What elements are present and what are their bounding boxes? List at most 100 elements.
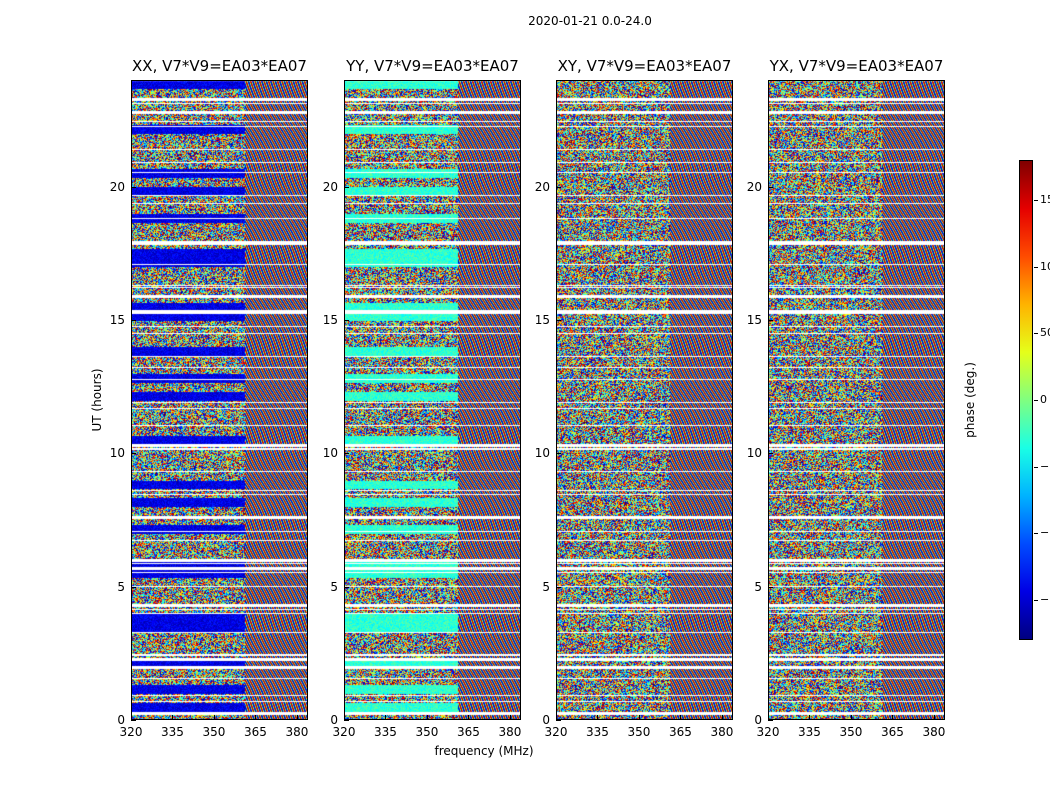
y-tick-mark xyxy=(131,186,136,188)
x-tick-mark xyxy=(721,715,723,720)
x-tick-label: 380 xyxy=(922,725,946,739)
x-tick-label: 365 xyxy=(244,725,267,739)
panel-yx-heatmap xyxy=(768,80,945,720)
x-tick-label: 365 xyxy=(457,725,480,739)
y-tick-mark xyxy=(344,320,349,321)
y-tick-label: 20 xyxy=(109,179,125,194)
x-tick-label: 320 xyxy=(756,725,780,739)
x-tick-label: 380 xyxy=(498,725,522,739)
plot-frame xyxy=(556,80,733,720)
y-tick-mark xyxy=(556,453,561,455)
phase-heatmap-yy xyxy=(344,80,521,720)
x-tick-label: 335 xyxy=(798,725,821,739)
y-tick-mark xyxy=(344,186,349,188)
y-tick-mark xyxy=(344,720,349,721)
phase-heatmap-xy xyxy=(556,80,733,720)
x-tick-mark xyxy=(213,715,215,720)
colorbar-tick-mark xyxy=(1034,333,1038,335)
x-tick-mark xyxy=(597,715,599,720)
y-tick-mark xyxy=(556,586,561,588)
x-tick-label: 350 xyxy=(839,725,863,739)
x-tick-label: 365 xyxy=(881,725,904,739)
y-tick-label: 10 xyxy=(322,446,338,461)
y-tick-label: 0 xyxy=(117,713,125,727)
y-axis-label: UT (hours) xyxy=(90,368,104,432)
y-tick-mark xyxy=(556,320,561,321)
y-tick-label: 10 xyxy=(109,446,125,461)
y-tick-mark xyxy=(344,453,349,455)
colorbar-tick-label: −50 xyxy=(1040,459,1050,473)
x-tick-mark xyxy=(385,715,387,720)
x-tick-mark xyxy=(468,715,470,720)
y-tick-label: 15 xyxy=(109,313,125,327)
y-tick-label: 10 xyxy=(534,446,550,461)
x-tick-label: 320 xyxy=(544,725,568,739)
x-tick-mark xyxy=(933,715,935,720)
x-tick-label: 365 xyxy=(669,725,692,739)
y-tick-mark xyxy=(131,586,136,588)
x-tick-label: 350 xyxy=(415,725,439,739)
x-tick-label: 335 xyxy=(374,725,397,739)
y-tick-mark xyxy=(556,720,561,721)
x-tick-label: 335 xyxy=(161,725,184,739)
panel-title-yx: YX, V7*V9=EA03*EA07 xyxy=(769,57,944,75)
x-tick-mark xyxy=(344,715,345,720)
panel-title-xy: XY, V7*V9=EA03*EA07 xyxy=(557,57,732,75)
x-tick-mark xyxy=(296,715,298,720)
x-tick-label: 335 xyxy=(586,725,609,739)
x-tick-mark xyxy=(892,715,894,720)
colorbar-tick-label: 50 xyxy=(1040,326,1050,340)
y-tick-label: 5 xyxy=(330,579,338,594)
colorbar-tick-mark xyxy=(1034,200,1038,201)
y-tick-label: 5 xyxy=(542,579,550,594)
y-tick-mark xyxy=(768,720,773,721)
y-tick-label: 5 xyxy=(754,579,762,594)
y-tick-mark xyxy=(768,186,773,188)
y-tick-mark xyxy=(556,186,561,188)
x-tick-mark xyxy=(426,715,428,720)
y-tick-label: 15 xyxy=(322,313,338,327)
colorbar-tick-label: −100 xyxy=(1040,526,1050,540)
colorbar-tick-mark xyxy=(1034,400,1038,401)
colorbar-tick-mark xyxy=(1034,266,1038,268)
panel-yy-heatmap xyxy=(344,80,521,720)
y-tick-mark xyxy=(131,453,136,455)
colorbar xyxy=(1019,160,1033,640)
x-tick-label: 320 xyxy=(332,725,356,739)
y-tick-mark xyxy=(768,320,773,321)
x-tick-mark xyxy=(556,715,557,720)
y-tick-label: 20 xyxy=(534,179,550,194)
figure-title: 2020-01-21 0.0-24.0 xyxy=(528,14,652,28)
x-tick-mark xyxy=(850,715,852,720)
y-tick-label: 10 xyxy=(746,446,762,461)
panel-title-xx: XX, V7*V9=EA03*EA07 xyxy=(132,57,307,75)
x-tick-mark xyxy=(768,715,769,720)
colorbar-tick-label: −150 xyxy=(1040,593,1050,606)
colorbar-tick-label: 150 xyxy=(1040,193,1050,206)
x-tick-label: 380 xyxy=(710,725,734,739)
y-tick-label: 5 xyxy=(117,579,125,594)
panel-xx-heatmap xyxy=(131,80,308,720)
plot-frame xyxy=(768,80,945,720)
colorbar-label: phase (deg.) xyxy=(963,362,977,438)
x-axis-label: frequency (MHz) xyxy=(434,744,534,758)
colorbar-tick-label: 0 xyxy=(1040,393,1047,406)
panel-xy-heatmap xyxy=(556,80,733,720)
x-tick-mark xyxy=(255,715,257,720)
x-tick-label: 380 xyxy=(285,725,309,739)
x-tick-mark xyxy=(131,715,132,720)
plot-frame xyxy=(344,80,521,720)
phase-heatmap-xx xyxy=(131,80,308,720)
y-tick-mark xyxy=(768,586,773,588)
phase-heatmap-yx xyxy=(768,80,945,720)
colorbar-tick-mark xyxy=(1034,466,1038,468)
y-tick-label: 0 xyxy=(330,713,338,727)
x-tick-mark xyxy=(809,715,811,720)
y-tick-label: 0 xyxy=(542,713,550,727)
colorbar-tick-mark xyxy=(1034,600,1038,601)
x-tick-mark xyxy=(680,715,682,720)
y-tick-label: 20 xyxy=(746,179,762,194)
x-tick-label: 350 xyxy=(627,725,651,739)
y-tick-mark xyxy=(131,320,136,321)
